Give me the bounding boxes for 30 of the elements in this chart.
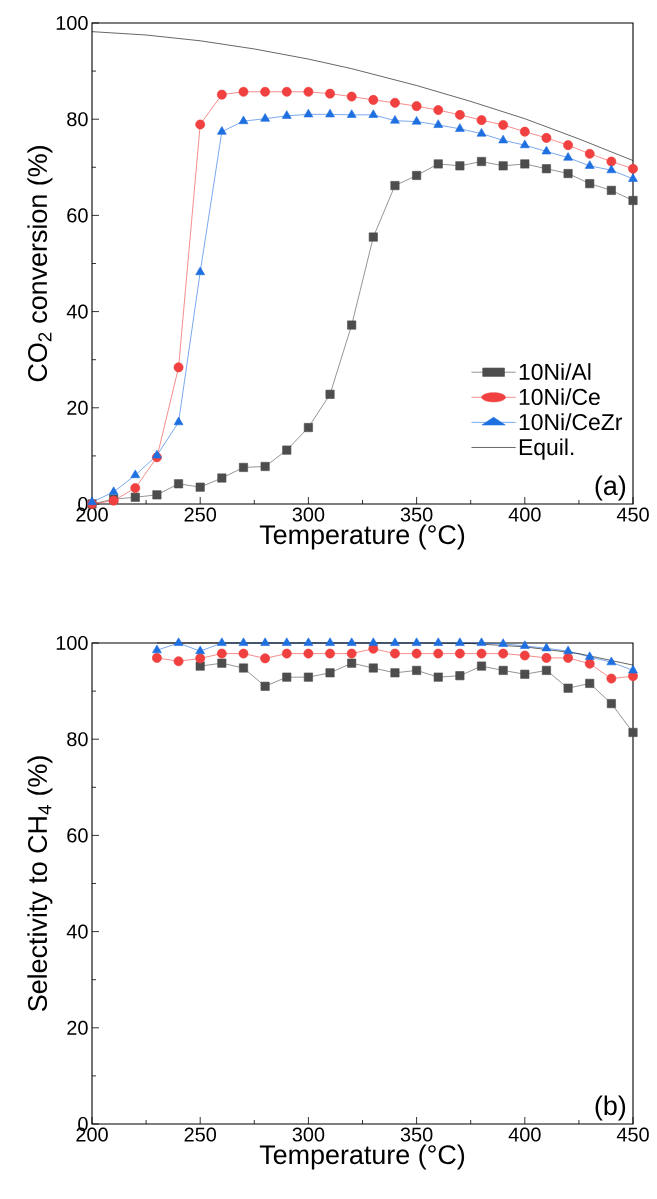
y-tick-label: 20 bbox=[67, 1020, 88, 1035]
x-tick-label: 450 bbox=[616, 507, 649, 522]
y-tick-label: 80 bbox=[67, 112, 88, 127]
y-tick-label: 80 bbox=[67, 732, 88, 747]
y-tick-label: 100 bbox=[56, 635, 88, 651]
x-tick-label: 300 bbox=[292, 1127, 325, 1142]
x-tick-label: 400 bbox=[508, 1127, 541, 1142]
legend-label: 10Ni/CeZr bbox=[519, 413, 623, 431]
y-axis-title: CO$_{2}$ conversion (%) bbox=[27, 146, 53, 382]
legend-label: 10Ni/Ce bbox=[519, 388, 600, 406]
y-tick-label: 20 bbox=[67, 400, 88, 415]
x-tick-label: 450 bbox=[616, 1127, 649, 1142]
y-axis-title: Selectivity to CH$_{4}$ (%) bbox=[27, 756, 53, 1012]
legend-label: 10Ni/Al bbox=[519, 363, 591, 380]
y-tick-label: 40 bbox=[66, 304, 88, 319]
y-tick-label: 60 bbox=[67, 208, 88, 223]
y-tick-label: 40 bbox=[66, 924, 88, 939]
x-tick-label: 350 bbox=[400, 507, 433, 522]
y-tick-label: 100 bbox=[56, 15, 88, 31]
legend-label: Equil. bbox=[519, 438, 574, 460]
x-tick-label: 300 bbox=[292, 507, 325, 522]
x-tick-label: 400 bbox=[508, 507, 541, 522]
annotation: (b) bbox=[595, 1095, 626, 1121]
x-tick-label: 250 bbox=[184, 507, 217, 522]
x-axis-title: Temperature (°C) bbox=[259, 1144, 465, 1170]
x-tick-label: 350 bbox=[400, 1127, 433, 1142]
x-tick-label: 250 bbox=[184, 1127, 217, 1142]
x-axis-title: Temperature (°C) bbox=[259, 524, 465, 550]
y-tick-label: 60 bbox=[67, 828, 88, 843]
annotation: (a) bbox=[595, 475, 626, 501]
